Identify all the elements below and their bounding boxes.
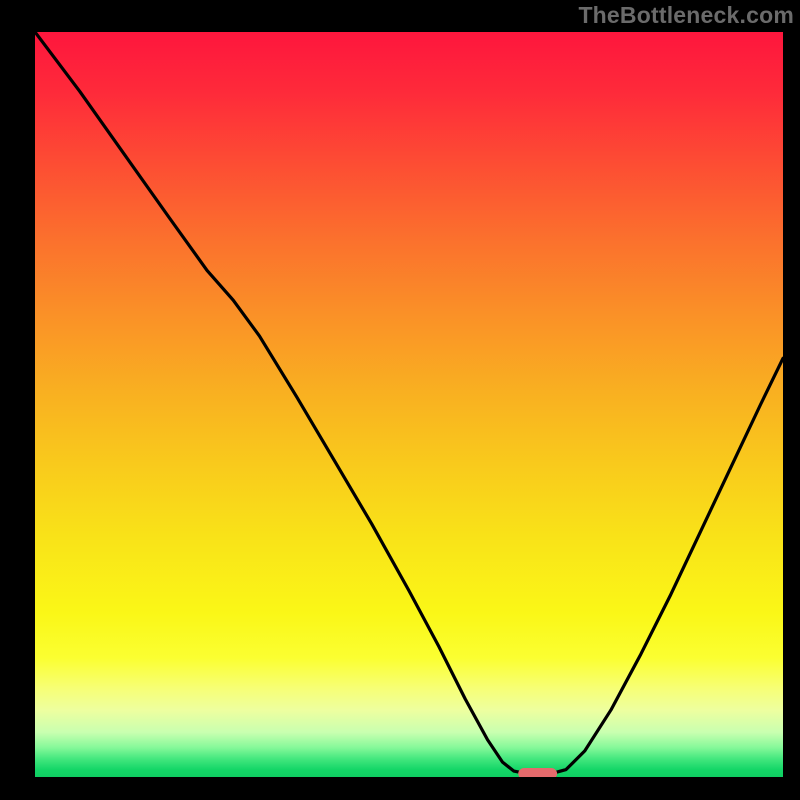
chart-background — [35, 32, 783, 777]
watermark-text: TheBottleneck.com — [578, 2, 794, 29]
optimum-marker — [518, 768, 557, 777]
chart-frame: TheBottleneck.com — [0, 0, 800, 800]
plot-area — [35, 32, 783, 777]
chart-svg — [35, 32, 783, 777]
